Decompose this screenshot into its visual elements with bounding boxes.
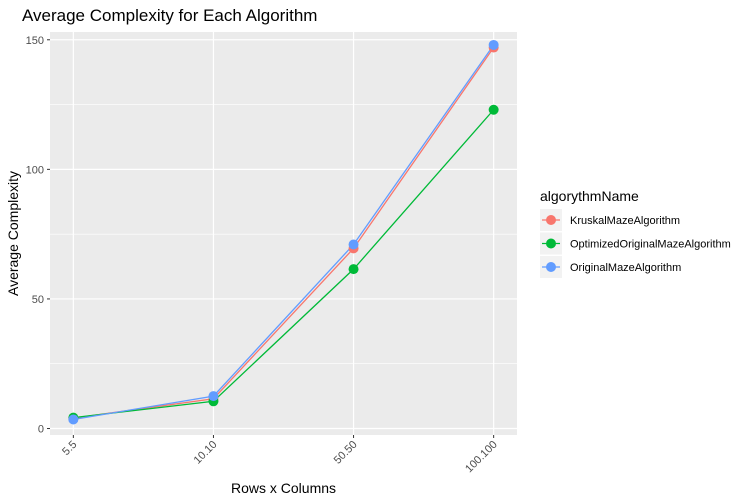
x-axis-ticks: 5.5 10.10 50.50 100.100 [60, 435, 500, 475]
data-point [488, 39, 499, 50]
legend-key-point [546, 215, 556, 225]
legend-label: KruskalMazeAlgorithm [570, 215, 680, 227]
data-point [348, 239, 359, 250]
y-tick-label: 100 [26, 164, 44, 176]
y-tick-label: 150 [26, 35, 44, 47]
legend: algorythmName KruskalMazeAlgorithm Optimi… [540, 188, 731, 278]
legend-label: OriginalMazeAlgorithm [570, 262, 681, 274]
plot-panel [50, 32, 517, 435]
data-point [68, 414, 79, 425]
legend-label: OptimizedOriginalMazeAlgorithm [570, 239, 731, 251]
x-tick-label: 100.100 [463, 439, 500, 476]
data-point [488, 104, 499, 115]
series-points [68, 39, 499, 425]
data-point [208, 391, 219, 402]
chart-title: Average Complexity for Each Algorithm [22, 6, 317, 25]
x-tick-label: 50.50 [332, 439, 360, 467]
y-axis-title: Average Complexity [5, 171, 21, 296]
legend-key-point [546, 262, 556, 272]
series-line [73, 44, 495, 421]
legend-key-point [546, 238, 556, 249]
y-axis-ticks: 0 50 100 150 [26, 35, 50, 436]
major-gridlines [50, 32, 517, 435]
x-tick-label: 5.5 [60, 439, 79, 458]
series-line [73, 109, 495, 419]
x-axis-title: Rows x Columns [231, 480, 336, 496]
y-tick-label: 0 [38, 424, 44, 436]
data-point [348, 264, 359, 275]
series-lines [73, 44, 495, 421]
x-tick-label: 10.10 [192, 439, 220, 467]
legend-title: algorythmName [540, 188, 639, 204]
minor-gridlines [50, 104, 517, 365]
y-tick-label: 50 [32, 294, 44, 306]
